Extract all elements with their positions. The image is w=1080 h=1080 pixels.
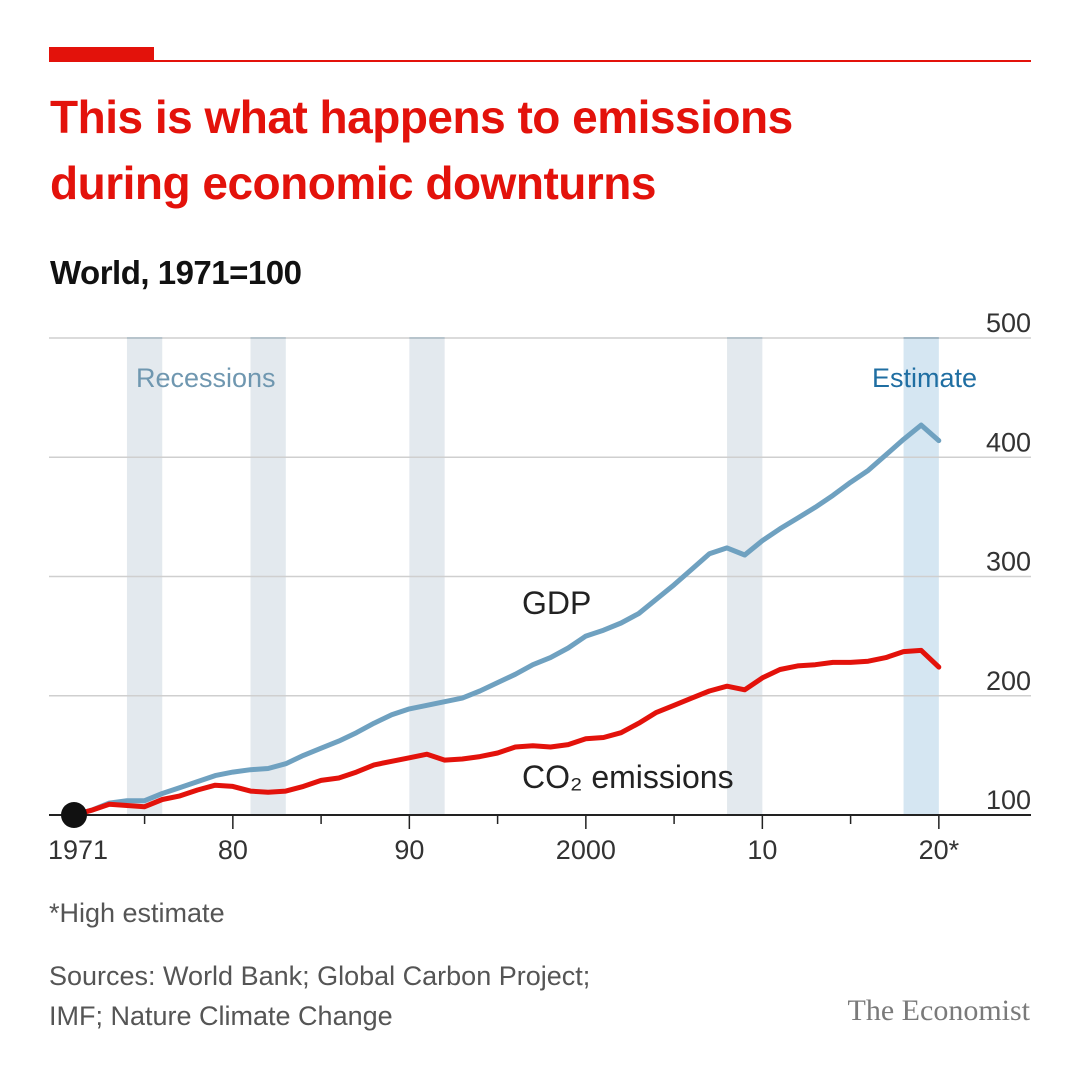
sources-line-1: Sources: World Bank; Global Carbon Proje… — [49, 961, 591, 991]
title-line-1: This is what happens to emissions — [50, 91, 793, 143]
y-tick-label-400: 400 — [986, 427, 1031, 457]
recessions-label: Recessions — [136, 363, 276, 393]
series-line-co2 — [71, 647, 942, 818]
series-lines — [61, 422, 942, 828]
top-rule — [49, 60, 1031, 62]
footnote: *High estimate — [49, 898, 225, 928]
chart-subtitle: World, 1971=100 — [50, 254, 302, 291]
x-tick-label-2000: 2000 — [556, 835, 616, 865]
sources: Sources: World Bank; Global Carbon Proje… — [49, 956, 590, 1036]
chart-labels: 100 200 300 400 500 1971 80 90 2000 10 20* Recessio… — [48, 308, 1031, 865]
series-line-gdp — [71, 422, 942, 818]
chart-title: This is what happens to emissions during… — [50, 84, 1010, 216]
brand-logo: The Economist — [847, 994, 1030, 1027]
brand-tag — [49, 47, 154, 62]
gridlines — [49, 337, 1031, 829]
x-tick-label-80: 80 — [218, 835, 248, 865]
estimate-label: Estimate — [872, 363, 977, 393]
x-tick-label-90: 90 — [394, 835, 424, 865]
series-label-co2: CO₂ emissions — [522, 759, 734, 795]
series-label-gdp: GDP — [522, 585, 591, 621]
sources-line-2: IMF; Nature Climate Change — [49, 1001, 393, 1031]
start-marker — [61, 802, 87, 828]
y-tick-label-100: 100 — [986, 785, 1031, 815]
x-tick-label-1971: 1971 — [48, 835, 108, 865]
y-tick-label-500: 500 — [986, 308, 1031, 338]
x-tick-label-20*: 20* — [919, 835, 960, 865]
y-tick-label-200: 200 — [986, 666, 1031, 696]
title-line-2: during economic downturns — [50, 157, 656, 209]
y-tick-label-300: 300 — [986, 547, 1031, 577]
x-tick-label-10: 10 — [747, 835, 777, 865]
